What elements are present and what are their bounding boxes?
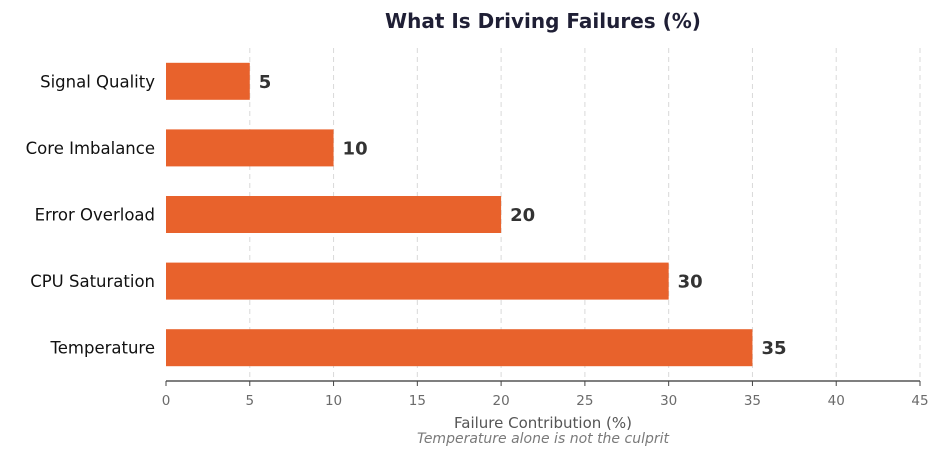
x-tick-label: 15 (409, 393, 426, 409)
x-tick-label: 40 (828, 393, 845, 409)
x-axis: 0 5 10 15 20 25 30 35 40 45 (162, 380, 929, 409)
category-label: Error Overload (35, 206, 155, 225)
x-tick-label: 45 (911, 393, 928, 409)
bar (166, 196, 502, 233)
x-tick-label: 35 (744, 393, 761, 409)
x-tick-label: 20 (493, 393, 510, 409)
bar (166, 329, 753, 367)
category-labels: Signal Quality Core Imbalance Error Overlo… (26, 72, 156, 357)
bar (166, 62, 250, 100)
chart-caption: Temperature alone is not the culprit (417, 431, 669, 447)
x-tick-label: 5 (245, 393, 254, 409)
category-label: Core Imbalance (26, 139, 155, 158)
x-axis-label: Failure Contribution (%) (454, 414, 632, 432)
value-labels: 5 10 20 30 35 (259, 72, 787, 359)
x-tick-label: 10 (325, 393, 342, 409)
value-label: 35 (761, 338, 786, 359)
chart-title: What Is Driving Failures (%) (385, 9, 701, 33)
category-label: CPU Saturation (30, 272, 155, 291)
category-label: Temperature (49, 339, 155, 358)
category-label: Signal Quality (40, 72, 155, 91)
value-label: 10 (343, 138, 368, 159)
bar (166, 129, 334, 167)
value-label: 30 (678, 272, 703, 293)
bars (166, 62, 753, 367)
x-tick-label: 25 (576, 393, 593, 409)
value-label: 20 (510, 205, 535, 226)
bar (166, 262, 669, 300)
value-label: 5 (259, 72, 272, 93)
x-tick-label: 30 (660, 393, 677, 409)
x-tick-label: 0 (162, 393, 171, 409)
